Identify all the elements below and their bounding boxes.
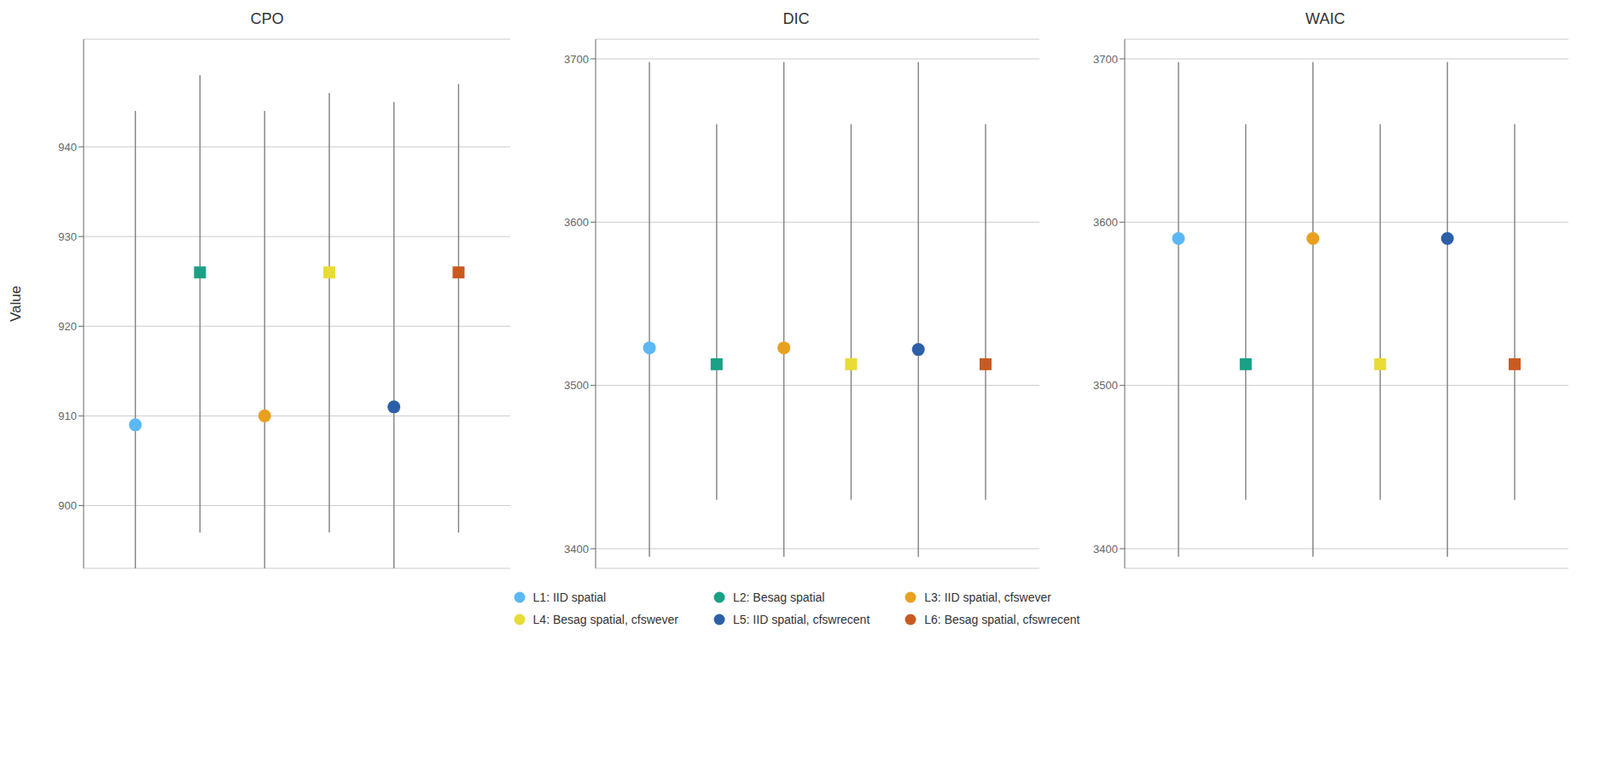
svg-text:3700: 3700 <box>1093 52 1118 66</box>
html-text:L2: Besag spatial: L2: Besag spatial <box>733 590 825 605</box>
html-text:L1: IID spatial: L1: IID spatial <box>532 590 607 605</box>
html-text:L3: IID spatial, cfswever: L3: IID spatial, cfswever <box>924 590 1052 605</box>
svg-text:3400: 3400 <box>564 542 589 556</box>
svg-text:Value: Value <box>7 285 24 322</box>
svg-text:940: 940 <box>58 140 77 154</box>
svg-text:3400: 3400 <box>1093 542 1118 556</box>
svg-text:3500: 3500 <box>1093 378 1118 392</box>
svg-text:900: 900 <box>58 499 77 512</box>
svg-text:920: 920 <box>58 320 77 333</box>
svg-text:3600: 3600 <box>1093 215 1118 229</box>
svg-text:930: 930 <box>58 230 77 244</box>
html-text:DIC: DIC <box>782 10 810 28</box>
html-text:WAIC: WAIC <box>1305 10 1346 28</box>
html-text:L5: IID spatial, cfswrecent: L5: IID spatial, cfswrecent <box>733 612 870 627</box>
svg-text:3600: 3600 <box>564 215 589 229</box>
svg-text:3700: 3700 <box>564 52 589 66</box>
html-text:CPO: CPO <box>250 10 284 28</box>
html-text:L6: Besag spatial, cfswrecent: L6: Besag spatial, cfswrecent <box>924 612 1080 627</box>
html-text:L4: Besag spatial, cfswever: L4: Besag spatial, cfswever <box>532 612 679 627</box>
svg-text:910: 910 <box>58 409 77 423</box>
svg-text:3500: 3500 <box>564 378 589 392</box>
